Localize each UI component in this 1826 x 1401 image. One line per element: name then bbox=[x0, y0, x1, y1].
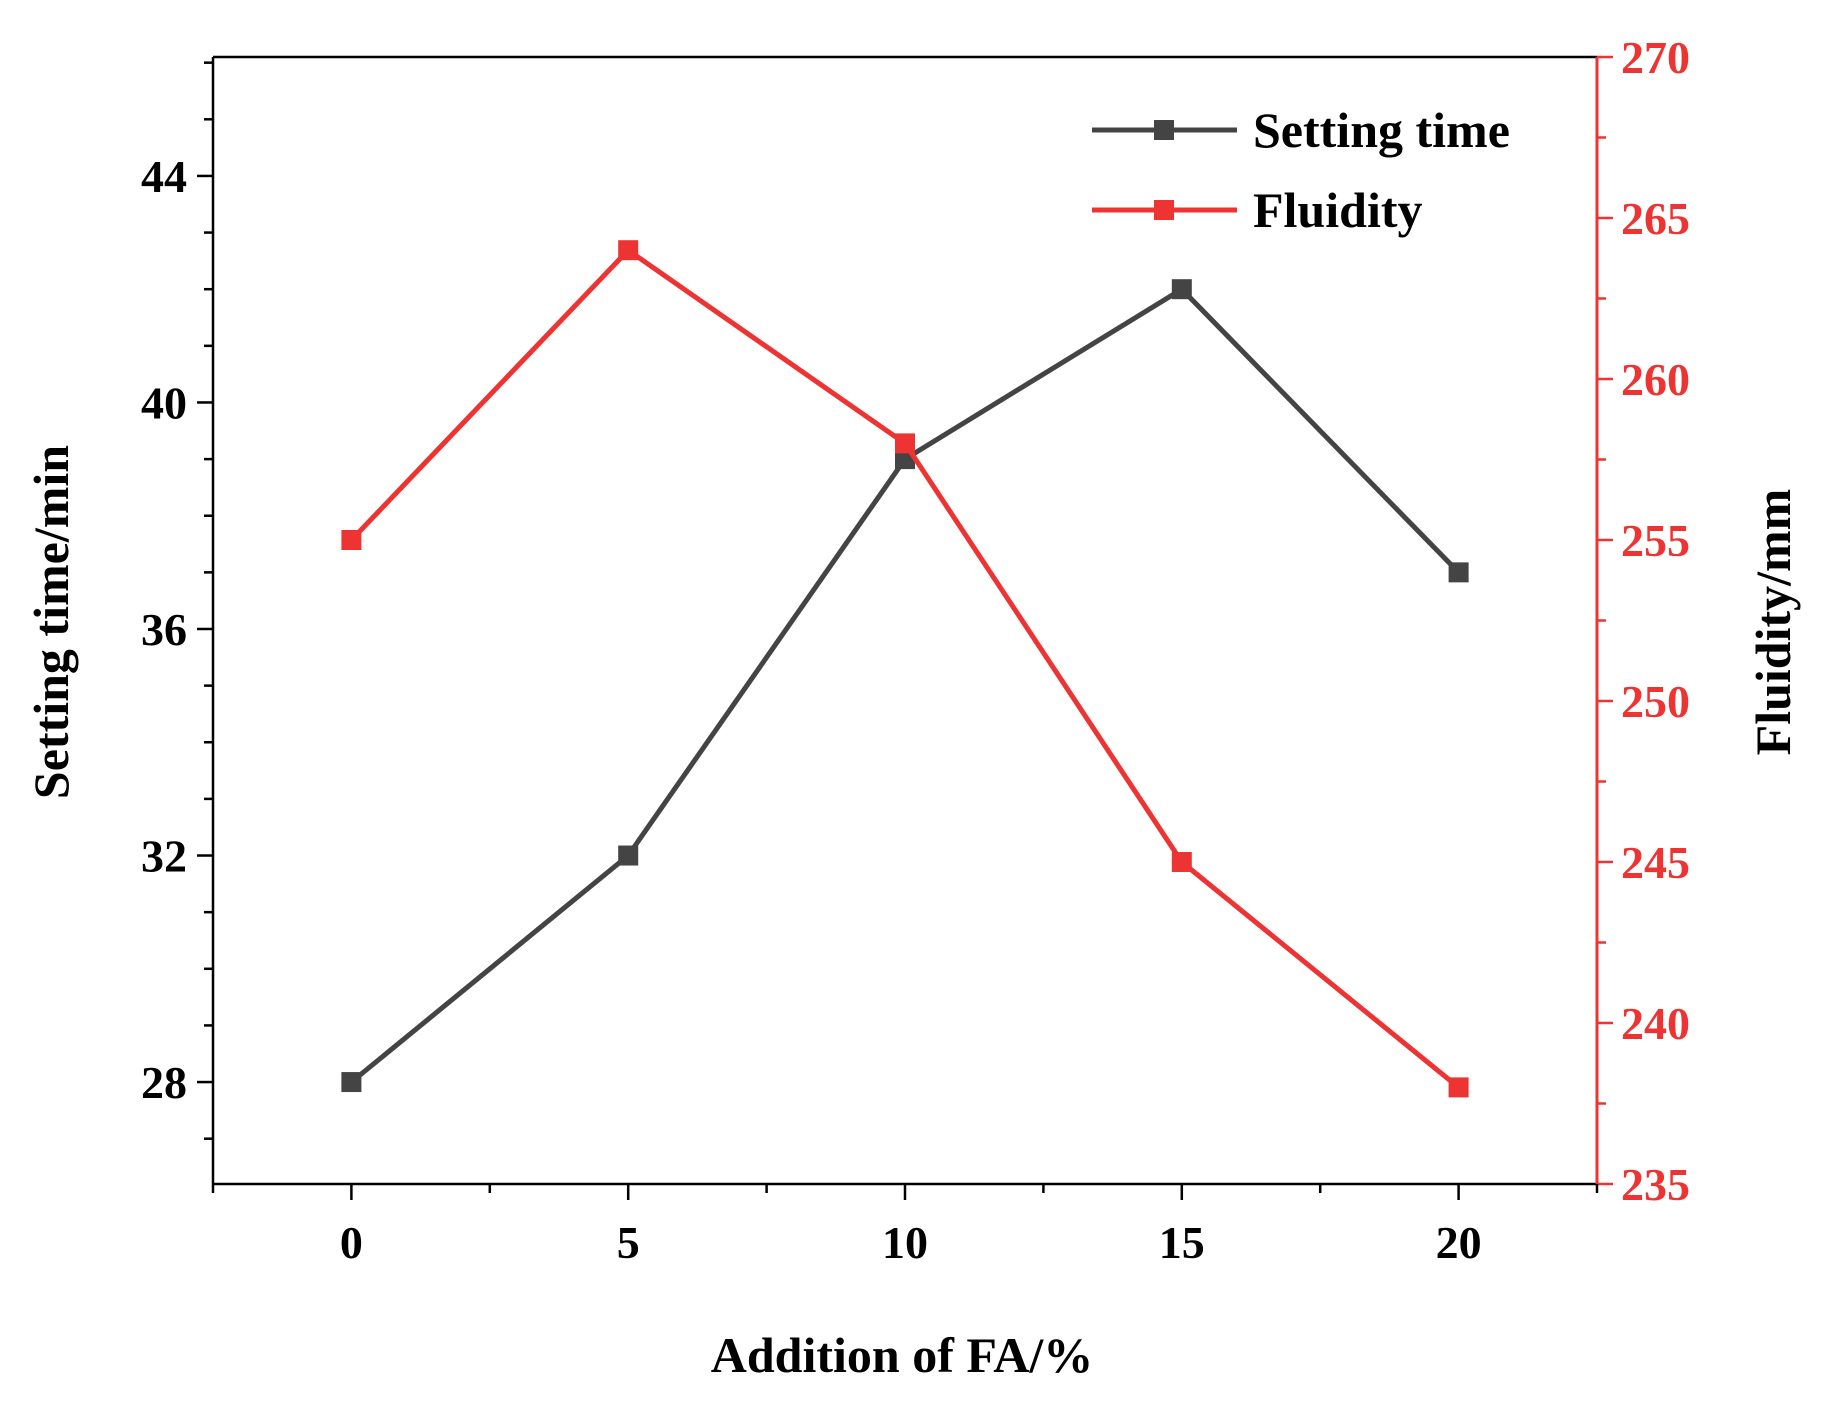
fluidity-point bbox=[1171, 852, 1192, 872]
x-tick-label: 10 bbox=[882, 1217, 928, 1268]
x-tick-label: 5 bbox=[617, 1217, 640, 1268]
setting-time-line bbox=[349, 286, 1461, 1085]
right-y-tick-label: 235 bbox=[1621, 1159, 1690, 1210]
right-y-tick-label: 250 bbox=[1621, 676, 1690, 727]
setting-time-point bbox=[341, 1072, 362, 1093]
setting-time-point bbox=[618, 845, 639, 866]
right-y-tick-label: 270 bbox=[1621, 32, 1690, 83]
left-y-tick-label: 28 bbox=[141, 1057, 187, 1108]
right-y-tick-label: 240 bbox=[1621, 998, 1690, 1049]
setting-time-point bbox=[1448, 562, 1469, 583]
left-y-axis-title: Setting time/min bbox=[23, 445, 79, 799]
right-y-tick-label: 245 bbox=[1621, 837, 1690, 888]
right-y-tick-label: 260 bbox=[1621, 354, 1690, 405]
fluidity-point bbox=[895, 433, 915, 454]
x-tick-label: 15 bbox=[1159, 1217, 1205, 1268]
right-y-tick-label: 265 bbox=[1621, 193, 1690, 244]
left-y-tick-label: 32 bbox=[141, 831, 187, 882]
legend-setting-time-marker bbox=[1154, 120, 1174, 140]
left-y-tick-label: 44 bbox=[141, 151, 187, 202]
fluidity-line bbox=[349, 246, 1461, 1090]
legend-fluidity-label: Fluidity bbox=[1253, 182, 1422, 238]
right-y-tick-label: 255 bbox=[1621, 515, 1690, 566]
fluidity-point bbox=[1448, 1077, 1469, 1098]
left-y-tick-label: 36 bbox=[141, 604, 187, 655]
left-y-tick-label: 40 bbox=[141, 377, 187, 428]
legend-fluidity-marker bbox=[1154, 200, 1174, 220]
left-y-axis: 28 32 36 40 44 bbox=[141, 61, 213, 1140]
setting-time-point bbox=[1171, 279, 1192, 300]
legend-setting-time-label: Setting time bbox=[1253, 102, 1510, 158]
fluidity-point bbox=[618, 240, 639, 261]
legend: Setting time Fluidity bbox=[1092, 102, 1510, 238]
series-group bbox=[341, 240, 1469, 1098]
x-axis: 0 5 10 15 20 bbox=[211, 1184, 1599, 1268]
x-tick-label: 0 bbox=[340, 1217, 363, 1268]
x-axis-title: Addition of FA/% bbox=[711, 1327, 1093, 1383]
x-tick-label: 20 bbox=[1436, 1217, 1482, 1268]
right-y-axis-title: Fluidity/mm bbox=[1745, 489, 1801, 756]
fluidity-point bbox=[341, 530, 362, 550]
right-y-axis: 235 240 245 250 255 260 265 270 bbox=[1597, 32, 1690, 1210]
